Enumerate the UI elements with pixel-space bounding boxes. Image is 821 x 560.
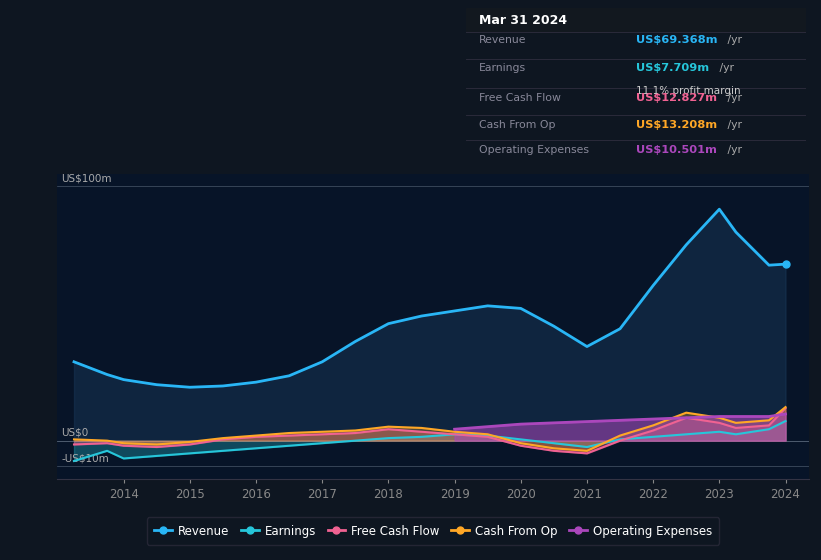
Text: 11.1% profit margin: 11.1% profit margin <box>635 86 741 96</box>
Text: Cash From Op: Cash From Op <box>479 120 556 130</box>
Text: US$10.501m: US$10.501m <box>635 146 717 156</box>
Text: Revenue: Revenue <box>479 35 526 45</box>
Text: /yr: /yr <box>716 63 734 73</box>
Text: /yr: /yr <box>724 93 742 103</box>
Text: Free Cash Flow: Free Cash Flow <box>479 93 561 103</box>
Text: US$12.827m: US$12.827m <box>635 93 717 103</box>
Text: /yr: /yr <box>724 146 742 156</box>
Text: Earnings: Earnings <box>479 63 526 73</box>
Legend: Revenue, Earnings, Free Cash Flow, Cash From Op, Operating Expenses: Revenue, Earnings, Free Cash Flow, Cash … <box>147 517 719 545</box>
Text: US$7.709m: US$7.709m <box>635 63 709 73</box>
Text: US$69.368m: US$69.368m <box>635 35 718 45</box>
Text: US$100m: US$100m <box>62 173 112 183</box>
Text: US$0: US$0 <box>62 428 89 437</box>
Bar <box>466 8 806 31</box>
Text: US$13.208m: US$13.208m <box>635 120 717 130</box>
Text: Operating Expenses: Operating Expenses <box>479 146 589 156</box>
Text: -US$10m: -US$10m <box>62 453 109 463</box>
Text: /yr: /yr <box>724 35 742 45</box>
Text: Mar 31 2024: Mar 31 2024 <box>479 14 567 27</box>
Text: /yr: /yr <box>724 120 742 130</box>
